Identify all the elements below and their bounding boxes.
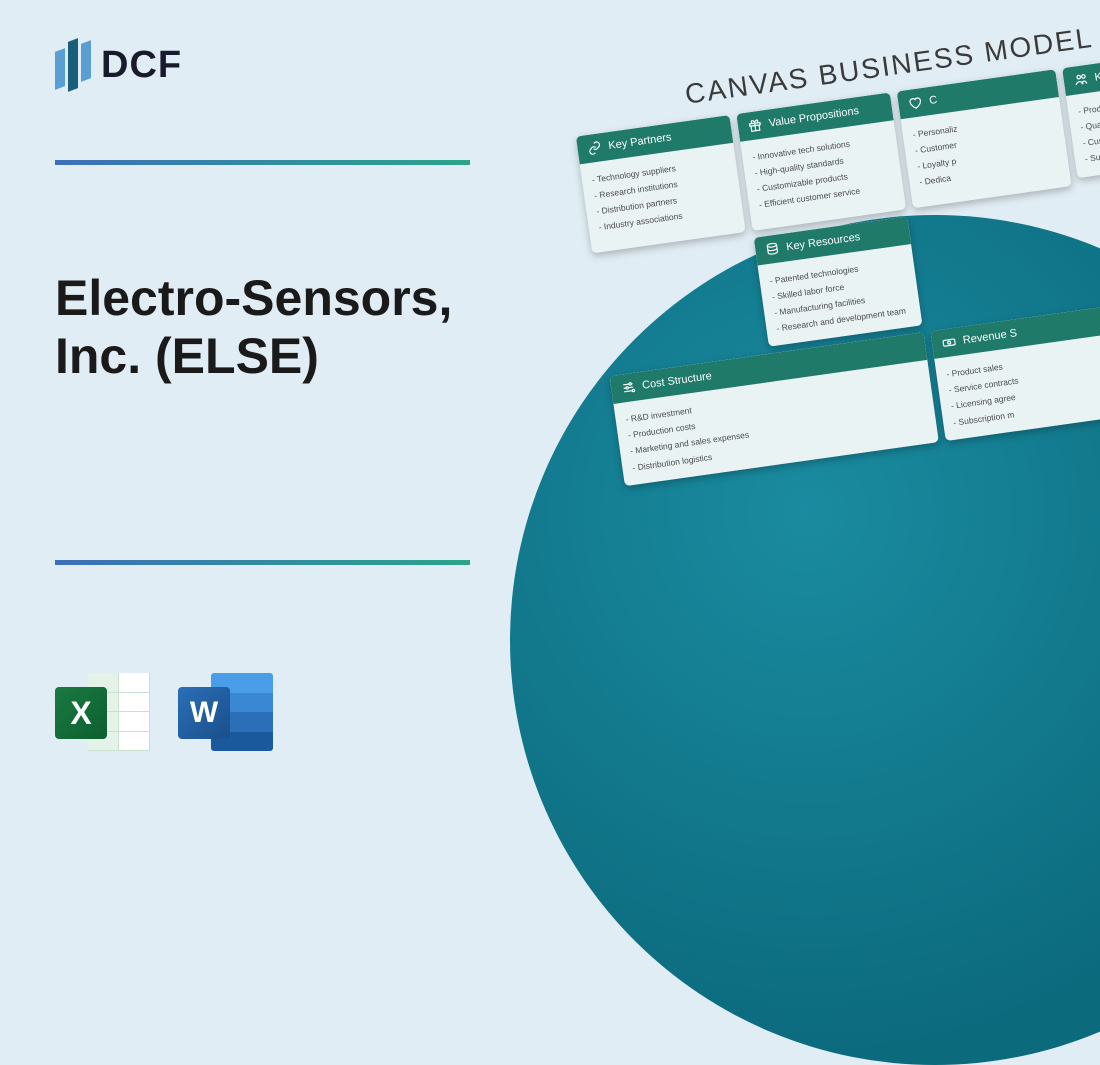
block-value-propositions: Value Propositions Innovative tech solut… (736, 92, 906, 230)
block-key-resources: Key Resources Patented technologies Skil… (754, 216, 923, 347)
users-icon (1073, 72, 1089, 88)
block-label: C (929, 94, 939, 107)
block-label: Cost Structure (641, 370, 712, 392)
block-key-activities: Key Activities Product development Quali… (1062, 46, 1100, 178)
money-icon (941, 335, 957, 351)
excel-badge: X (55, 687, 107, 739)
page-title: Electro-Sensors, Inc. (ELSE) (55, 270, 505, 385)
canvas-diagram: CANVAS BUSINESS MODEL Key Partners Techn… (570, 6, 1100, 486)
excel-icon: X (55, 665, 150, 760)
word-icon: W (178, 665, 273, 760)
block-label: Revenue S (962, 327, 1018, 346)
block-label: Key Activities (1094, 63, 1100, 84)
divider-bottom (55, 560, 470, 565)
sliders-icon (620, 380, 636, 396)
logo-bars-icon (55, 40, 91, 90)
file-icons-row: X W (55, 665, 273, 760)
block-key-partners: Key Partners Technology suppliers Resear… (576, 115, 746, 253)
logo: DCF (55, 40, 182, 90)
divider-top (55, 160, 470, 165)
block-label: Key Partners (608, 131, 673, 152)
block-customer-relationships: C Personaliz Customer Loyalty p Dedica (897, 69, 1072, 208)
block-label: Key Resources (785, 231, 861, 253)
database-icon (764, 241, 780, 257)
link-icon (587, 140, 603, 156)
logo-text: DCF (101, 44, 182, 87)
heart-icon (908, 95, 924, 111)
gift-icon (747, 118, 763, 134)
word-badge: W (178, 687, 230, 739)
